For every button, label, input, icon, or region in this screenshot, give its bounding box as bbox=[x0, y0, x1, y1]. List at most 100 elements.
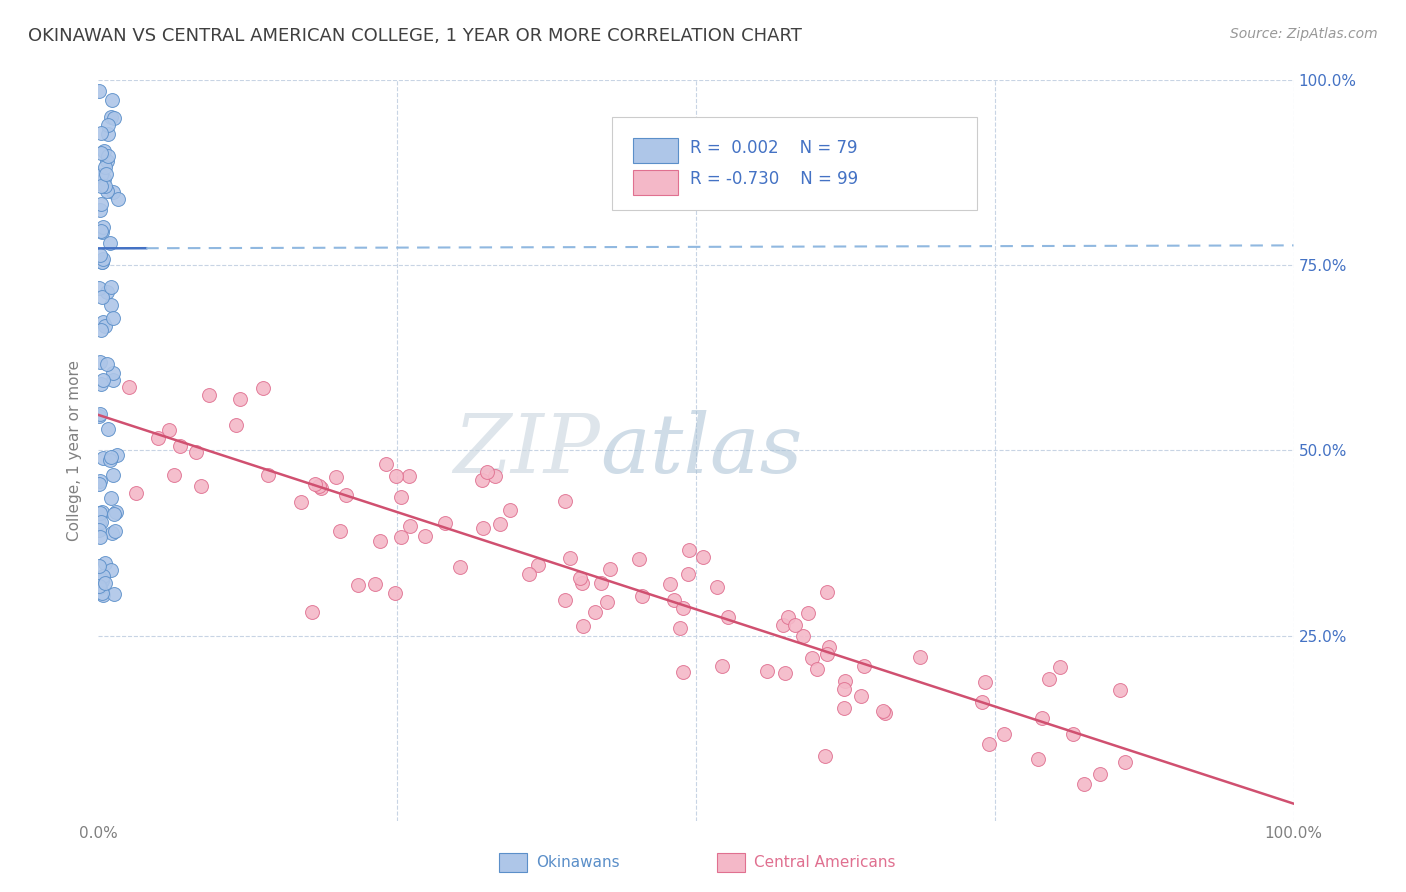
Point bbox=[1031, 710, 1053, 724]
Point bbox=[90, 178, 112, 193]
Point bbox=[118, 380, 141, 394]
Point bbox=[90, 323, 112, 337]
Point bbox=[103, 587, 125, 601]
Point bbox=[89, 580, 111, 594]
Point bbox=[484, 469, 506, 483]
Point bbox=[90, 376, 112, 391]
Point bbox=[814, 748, 837, 763]
Point bbox=[783, 618, 806, 632]
Point bbox=[449, 559, 471, 574]
Point bbox=[335, 488, 357, 502]
Point bbox=[772, 618, 794, 632]
Point bbox=[93, 178, 115, 193]
Point bbox=[105, 448, 128, 462]
Point bbox=[309, 481, 332, 495]
Point bbox=[527, 558, 550, 573]
Point bbox=[834, 674, 856, 689]
Point bbox=[1073, 777, 1095, 791]
Point bbox=[672, 665, 695, 679]
Point bbox=[488, 516, 510, 531]
Point bbox=[662, 593, 685, 607]
Point bbox=[90, 224, 112, 238]
Point bbox=[101, 468, 124, 483]
Point bbox=[107, 192, 129, 206]
Point bbox=[90, 574, 112, 588]
Point bbox=[851, 689, 873, 703]
Point bbox=[97, 149, 120, 163]
Point bbox=[800, 651, 823, 665]
Text: Okinawans: Okinawans bbox=[536, 855, 619, 870]
Point bbox=[815, 585, 838, 599]
Point bbox=[471, 473, 494, 487]
Point bbox=[676, 566, 699, 581]
Point bbox=[93, 172, 115, 186]
Point bbox=[1026, 752, 1049, 766]
Point bbox=[93, 144, 115, 158]
Point bbox=[97, 422, 120, 436]
Point bbox=[100, 450, 122, 464]
Text: Source: ZipAtlas.com: Source: ZipAtlas.com bbox=[1230, 27, 1378, 41]
Point bbox=[370, 534, 392, 549]
Point bbox=[101, 185, 124, 199]
Point bbox=[1049, 660, 1071, 674]
Point bbox=[389, 490, 412, 504]
Point bbox=[87, 477, 110, 491]
Point bbox=[977, 737, 1000, 751]
Point bbox=[717, 609, 740, 624]
Point bbox=[872, 704, 894, 718]
Point bbox=[599, 562, 621, 576]
Point bbox=[554, 494, 576, 508]
Point bbox=[94, 160, 117, 174]
Point bbox=[91, 373, 114, 387]
Point bbox=[96, 285, 118, 299]
Point bbox=[96, 357, 118, 371]
Point bbox=[90, 586, 112, 600]
Point bbox=[89, 530, 111, 544]
FancyBboxPatch shape bbox=[613, 118, 977, 210]
Point bbox=[104, 524, 127, 538]
Point bbox=[558, 550, 581, 565]
Point bbox=[832, 682, 855, 697]
Point bbox=[93, 576, 115, 591]
Point bbox=[100, 235, 122, 250]
Point bbox=[103, 111, 125, 125]
Point bbox=[308, 478, 330, 492]
Point bbox=[157, 424, 180, 438]
Point bbox=[970, 695, 993, 709]
Point bbox=[706, 580, 728, 594]
Point bbox=[1088, 767, 1111, 781]
Point bbox=[398, 518, 420, 533]
Point bbox=[413, 529, 436, 543]
Y-axis label: College, 1 year or more: College, 1 year or more bbox=[67, 360, 83, 541]
Point bbox=[90, 290, 112, 304]
Point bbox=[659, 576, 682, 591]
Point bbox=[90, 574, 112, 589]
Point bbox=[90, 505, 112, 519]
Point bbox=[475, 465, 498, 479]
FancyBboxPatch shape bbox=[633, 169, 678, 194]
Point bbox=[1038, 672, 1060, 686]
Point bbox=[94, 167, 117, 181]
Point bbox=[572, 619, 595, 633]
Point bbox=[678, 542, 700, 557]
Point bbox=[89, 85, 111, 99]
Point bbox=[87, 409, 110, 424]
Point bbox=[631, 589, 654, 603]
Point bbox=[554, 592, 576, 607]
Point bbox=[568, 571, 591, 585]
Point bbox=[101, 310, 124, 325]
Text: atlas: atlas bbox=[600, 410, 803, 491]
Point bbox=[89, 579, 111, 593]
Point bbox=[389, 530, 412, 544]
Point bbox=[591, 575, 613, 590]
Point bbox=[163, 468, 186, 483]
Point bbox=[90, 145, 112, 160]
Point bbox=[974, 674, 997, 689]
Point bbox=[225, 417, 247, 432]
Point bbox=[384, 586, 406, 600]
Point bbox=[184, 445, 207, 459]
Text: R =  0.002    N = 79: R = 0.002 N = 79 bbox=[690, 139, 858, 157]
Point bbox=[252, 380, 274, 394]
Point bbox=[347, 578, 370, 592]
Point bbox=[148, 431, 170, 445]
